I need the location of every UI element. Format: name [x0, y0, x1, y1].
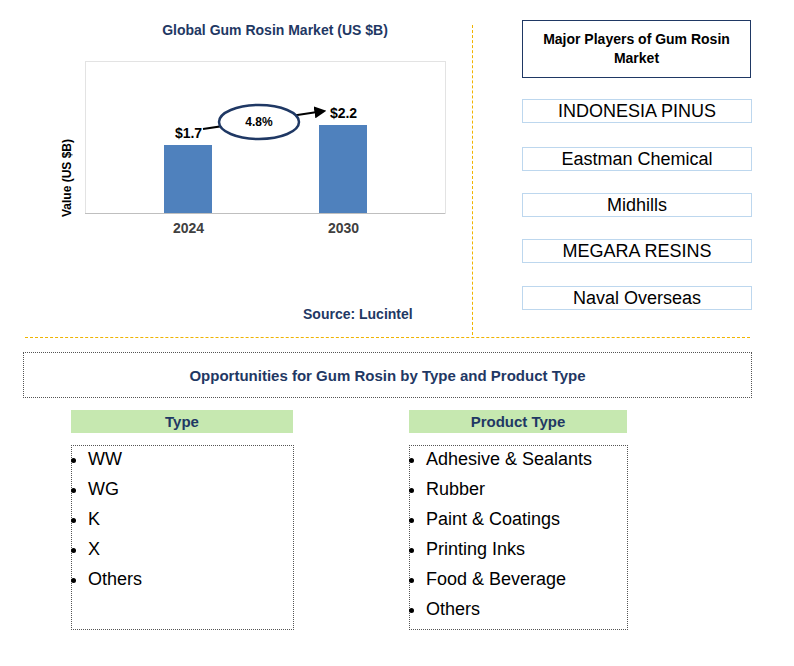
html-text:INDONESIA PINUS: INDONESIA PINUS: [558, 101, 716, 121]
html-text:Midhills: Midhills: [607, 195, 667, 215]
html-text:Opportunities for Gum Rosin by: Opportunities for Gum Rosin by Type and …: [189, 366, 586, 384]
html-text:MEGARA RESINS: MEGARA RESINS: [562, 241, 712, 261]
html-text:Global Gum Rosin Market (US $B: Global Gum Rosin Market (US $B): [162, 22, 388, 38]
svg-text:4.8%: 4.8%: [245, 115, 273, 129]
svg-text:2024: 2024: [173, 220, 204, 236]
html-text:Eastman Chemical: Eastman Chemical: [561, 149, 713, 169]
html-text:Others: Others: [88, 569, 142, 589]
html-text:Major Players of Gum Rosin Mar: Major Players of Gum Rosin Market: [543, 31, 730, 66]
html-text:WG: WG: [88, 479, 119, 499]
html-text:Paint & Coatings: Paint & Coatings: [426, 509, 561, 529]
svg-text:$2.2: $2.2: [330, 105, 357, 121]
html-text:Product Type: Product Type: [470, 413, 566, 430]
svg-text:2030: 2030: [328, 220, 359, 236]
svg-text:$1.7: $1.7: [175, 125, 202, 141]
html-text:Naval Overseas: Naval Overseas: [573, 288, 701, 308]
html-text:Type: Type: [165, 413, 199, 430]
html-text:Source: Lucintel: Source: Lucintel: [303, 306, 413, 322]
html-text:Food & Beverage: Food & Beverage: [426, 569, 567, 589]
html-text:X: X: [88, 539, 100, 559]
html-text:Rubber: Rubber: [426, 479, 485, 499]
html-text:Adhesive & Sealants: Adhesive & Sealants: [426, 449, 593, 469]
html-text:K: K: [88, 509, 100, 529]
html-text:WW: WW: [88, 449, 122, 469]
html-text:Printing Inks: Printing Inks: [426, 539, 525, 559]
html-text:Value (US $B): Value (US $B): [60, 139, 74, 217]
html-text:Others: Others: [426, 599, 480, 619]
